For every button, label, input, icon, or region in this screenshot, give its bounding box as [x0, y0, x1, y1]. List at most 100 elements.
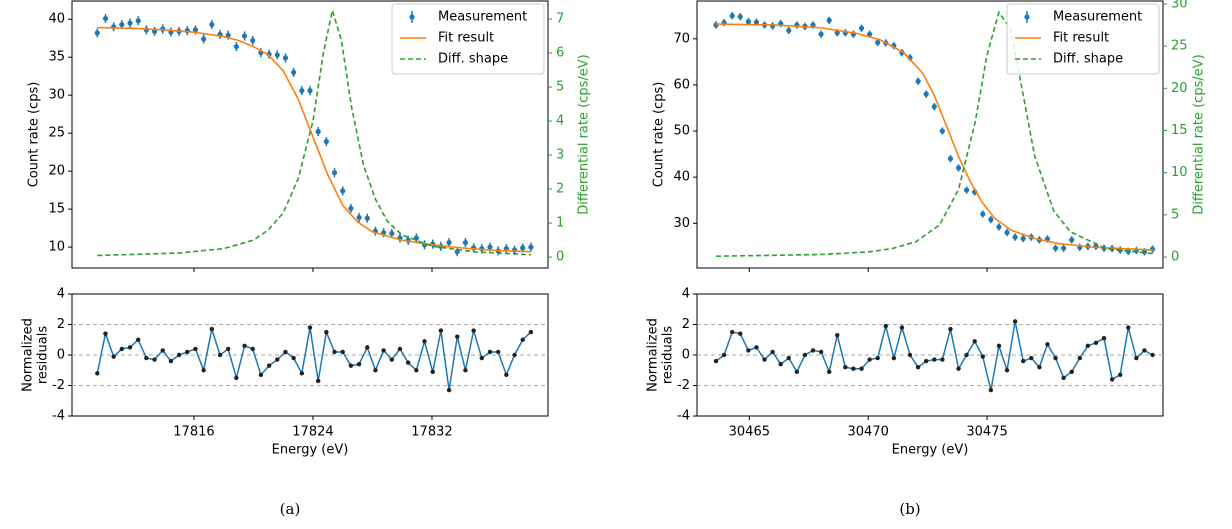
data-point: [511, 247, 518, 253]
data-point: [143, 27, 149, 33]
residual-point: [1142, 348, 1147, 353]
legend-box: [1006, 3, 1160, 75]
panel-caption: (a): [280, 500, 301, 518]
data-point: [834, 30, 840, 36]
residual-point: [520, 337, 525, 342]
y-tick-label: 10: [48, 240, 65, 255]
residual-point: [250, 346, 255, 352]
residual-point: [234, 375, 239, 381]
y-tick-label: 2: [57, 317, 65, 332]
data-point: [315, 129, 321, 135]
y-axis-label: Count rate (cps): [27, 82, 42, 188]
residual-point: [201, 368, 206, 373]
residual-point: [340, 349, 345, 355]
data-point: [135, 18, 141, 24]
data-point: [209, 21, 215, 28]
residual-point: [1069, 369, 1074, 374]
residual-point: [746, 348, 751, 353]
data-point: [487, 244, 493, 250]
residual-point: [1021, 358, 1026, 364]
y2-tick-label: 5: [1171, 207, 1179, 222]
y-tick-label: 50: [673, 124, 690, 139]
residual-axis-label: Normalized: [646, 318, 661, 392]
y-tick-label: 2: [682, 317, 690, 332]
residual-point: [111, 354, 116, 359]
data-point: [1069, 237, 1075, 243]
y2-tick-label: 10: [1171, 165, 1188, 180]
y-tick-label: -2: [52, 378, 65, 393]
residual-point: [1126, 325, 1131, 330]
residual-point: [875, 355, 880, 361]
residual-point: [843, 365, 848, 370]
residual-point: [988, 387, 994, 393]
data-point: [225, 32, 231, 38]
y-tick-label: 30: [673, 216, 690, 231]
residual-point: [899, 325, 905, 330]
residual-point: [127, 345, 133, 350]
data-point: [364, 215, 370, 221]
y2-tick-label: 0: [1171, 250, 1179, 265]
residual-point: [1077, 355, 1082, 361]
data-point: [1012, 234, 1018, 240]
legend-box: [391, 3, 545, 75]
y-tick-label: 40: [48, 12, 65, 27]
y-tick-label: 0: [682, 348, 690, 363]
residual-point: [1012, 319, 1018, 324]
residual-point: [721, 352, 727, 358]
residual-line: [715, 321, 1153, 391]
residual-point: [495, 349, 501, 355]
residual-point: [291, 355, 296, 361]
data-point: [233, 43, 239, 50]
data-point: [875, 39, 881, 46]
residual-point: [932, 357, 937, 362]
residual-point: [373, 368, 378, 373]
residual-point: [332, 349, 337, 355]
x-tick-label: 17832: [411, 425, 452, 440]
data-point: [340, 188, 346, 194]
residual-point: [713, 358, 719, 364]
data-point: [94, 30, 100, 36]
residual-point: [225, 346, 231, 352]
residual-point: [1101, 336, 1107, 341]
y-tick-label: 20: [48, 164, 65, 179]
y2-axis-label: Differential rate (cps/eV): [577, 54, 592, 214]
y-tick-label: 15: [48, 202, 65, 217]
x-tick-label: 30475: [966, 425, 1007, 440]
fit-curve: [716, 23, 1154, 251]
residual-axis-label: residuals: [661, 326, 676, 385]
residual-point: [185, 349, 190, 355]
data-point: [528, 244, 534, 250]
data-point: [323, 138, 329, 145]
residual-point: [867, 357, 872, 362]
y-axis-label: Count rate (cps): [652, 82, 667, 188]
residual-point: [504, 372, 509, 378]
residual-point: [160, 348, 165, 353]
y2-tick-label: 30: [1171, 0, 1188, 11]
residual-point: [996, 343, 1002, 349]
data-point: [331, 170, 338, 176]
residual-point: [964, 352, 969, 358]
residual-point: [422, 339, 427, 344]
y2-tick-label: 6: [556, 46, 564, 61]
legend-label: Measurement: [1053, 10, 1142, 25]
residual-point: [356, 361, 362, 367]
y2-tick-label: 1: [556, 216, 564, 231]
data-point: [939, 128, 945, 134]
y-tick-label: 35: [48, 50, 65, 65]
y2-tick-label: 3: [556, 148, 564, 163]
data-point: [826, 17, 832, 23]
residual-point: [103, 331, 108, 336]
residual-point: [1085, 343, 1091, 349]
data-point: [389, 230, 395, 237]
residual-point: [299, 371, 305, 376]
legend-label: Measurement: [438, 10, 527, 25]
residual-point: [471, 328, 476, 333]
x-tick-label: 17816: [173, 425, 214, 440]
residual-point: [1093, 340, 1099, 345]
data-point: [250, 37, 256, 44]
residual-point: [119, 346, 125, 352]
y-tick-label: -4: [677, 409, 690, 424]
residual-point: [786, 355, 791, 361]
y2-tick-label: 20: [1171, 81, 1188, 96]
